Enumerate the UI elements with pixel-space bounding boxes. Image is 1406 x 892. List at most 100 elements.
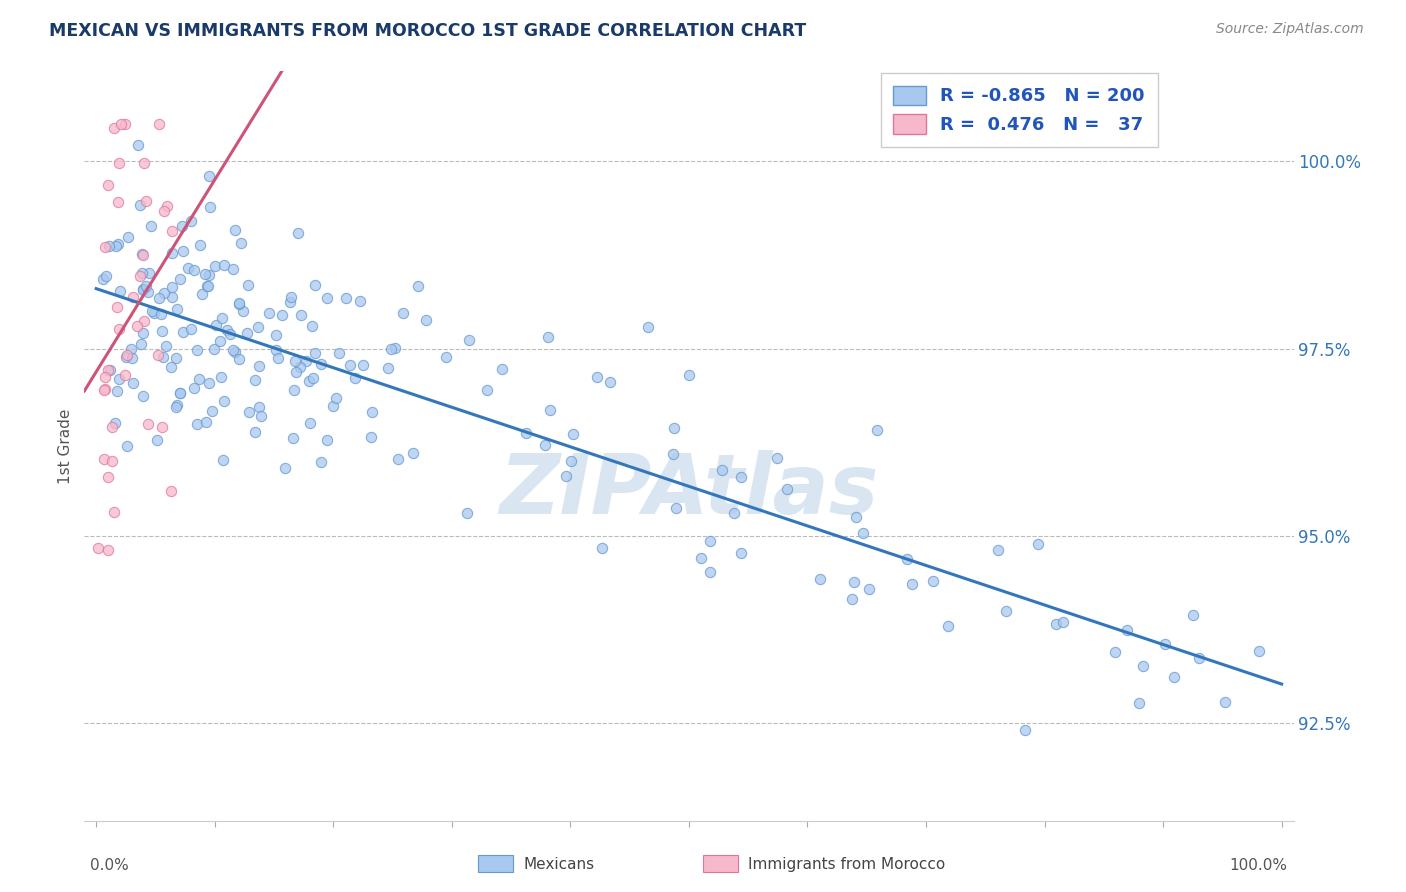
Point [150,325,173,339]
Point [349,293,371,308]
Point [901,576,924,591]
Point [661,447,683,461]
Point [267,351,290,366]
Text: 100.0%: 100.0% [1230,858,1288,873]
Point [204,259,226,273]
Point [183,263,205,277]
Point [190,287,212,301]
Point [238,405,260,419]
Point [121,376,143,390]
Point [249,359,271,373]
Point [121,351,143,365]
Point [87,541,110,556]
Point [172,244,194,259]
Point [278,295,301,310]
Point [561,427,583,442]
Point [180,214,202,228]
Point [114,368,136,383]
Point [664,421,686,435]
Point [224,223,246,237]
Point [129,198,152,212]
Point [201,404,224,418]
Point [264,327,287,342]
Y-axis label: 1st Grade: 1st Grade [58,409,73,483]
Point [1154,637,1177,651]
Point [299,416,322,430]
Point [205,318,228,332]
Point [148,117,170,131]
Point [280,290,302,304]
Point [665,500,688,515]
Point [198,376,221,390]
Point [148,291,170,305]
Point [150,419,173,434]
Point [136,417,159,431]
Point [1115,623,1137,637]
Point [94,382,117,396]
Point [285,365,308,379]
Text: Mexicans: Mexicans [523,857,595,871]
Point [325,391,347,405]
Point [183,381,205,395]
Point [1213,695,1236,709]
Point [288,359,311,374]
Point [108,156,131,170]
Point [134,155,156,169]
Point [699,565,721,579]
Point [152,203,174,218]
Point [284,354,307,368]
Point [229,235,252,250]
Point [211,310,233,325]
Point [172,325,194,339]
Point [711,463,734,477]
Point [103,120,125,135]
Point [387,452,409,467]
Point [257,306,280,320]
Point [97,542,120,557]
Point [129,337,152,351]
Point [352,359,374,373]
Point [335,291,357,305]
Point [131,282,153,296]
Point [339,359,361,373]
Point [808,572,831,586]
Point [188,238,211,252]
Point [186,343,208,357]
Point [143,305,166,319]
Point [160,246,183,260]
Point [200,200,222,214]
Point [132,389,155,403]
Point [1128,696,1150,710]
Point [858,582,880,596]
Point [298,374,321,388]
Point [120,342,142,356]
Point [309,357,332,371]
Point [214,258,236,272]
Point [209,370,232,384]
Point [377,361,399,376]
Point [236,326,259,340]
Point [287,227,309,241]
Point [115,348,138,362]
Point [537,330,560,344]
Point [105,384,128,398]
Point [723,506,745,520]
Point [776,482,799,496]
Point [304,346,326,360]
Point [283,383,305,397]
Point [361,405,384,419]
Point [117,230,139,244]
Text: Source: ZipAtlas.com: Source: ZipAtlas.com [1216,22,1364,37]
Point [127,138,149,153]
Point [197,169,219,183]
Point [94,370,117,384]
Point [177,261,200,276]
Point [637,320,659,334]
Point [198,268,221,282]
Point [533,438,555,452]
Point [159,359,181,374]
Point [245,425,267,439]
Point [170,219,193,233]
Point [193,267,215,281]
Point [108,372,131,386]
